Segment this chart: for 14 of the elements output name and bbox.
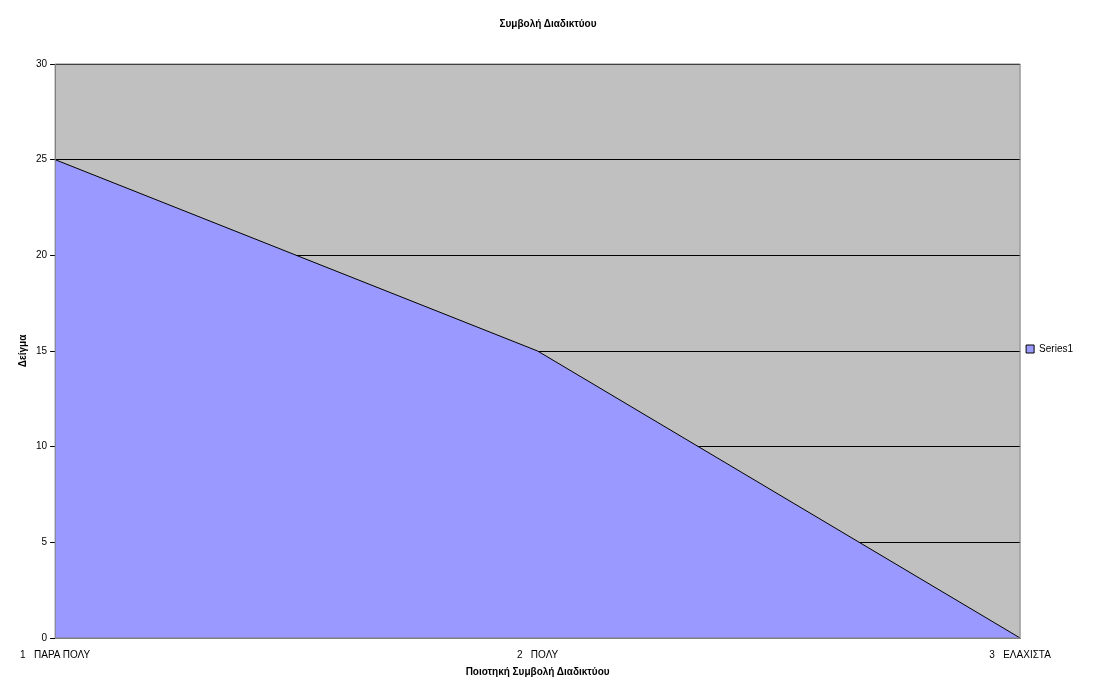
x-tick-label: 1 ΠΑΡΑ ΠΟΛΥ: [20, 648, 91, 660]
y-tick-label: 0: [41, 631, 48, 643]
chart-title: Συμβολή Διαδικτύου: [499, 17, 597, 29]
y-axis-title: Δείγμα: [16, 333, 28, 368]
y-tick-label: 20: [36, 249, 48, 261]
x-tick-label: 3 ΕΛΑΧΙΣΤΑ: [989, 648, 1052, 660]
y-tick-label: 10: [36, 440, 48, 452]
y-tick-label: 25: [36, 153, 48, 165]
x-tick-label: 2 ΠΟΛΥ: [516, 648, 559, 660]
x-axis-title: Ποιοτηκή Συμβολή Διαδικτύου: [465, 665, 610, 677]
legend-label: Series1: [1039, 342, 1074, 354]
y-tick-label: 30: [36, 57, 48, 69]
y-tick-label: 5: [41, 536, 48, 548]
y-tick-label: 15: [36, 344, 48, 356]
